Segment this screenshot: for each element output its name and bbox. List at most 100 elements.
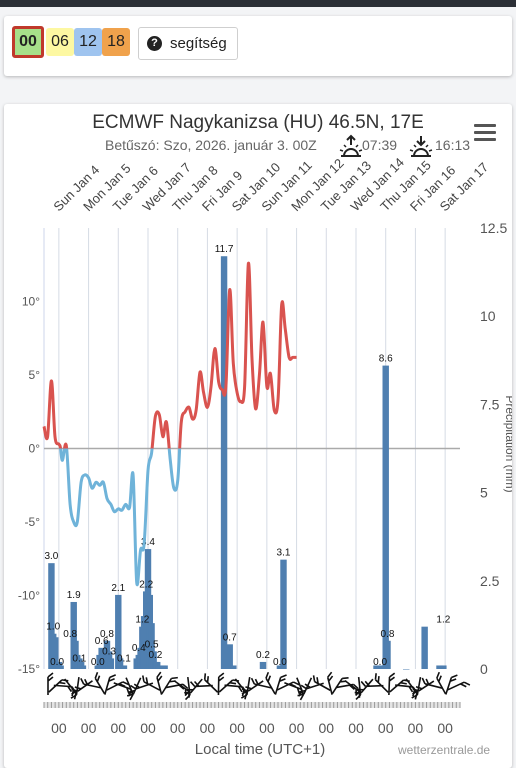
run-button-12[interactable]: 12 (74, 28, 102, 56)
x-tick-label: 00 (51, 720, 67, 736)
wind-barb-icon (104, 674, 116, 695)
precipitation-bar (373, 665, 380, 669)
wind-barb-icon (47, 672, 54, 695)
chart-title: ECMWF Nagykanizsa (HU) 46.5N, 17E (92, 112, 424, 133)
temperature-line-below-zero (59, 448, 182, 587)
precipitation-bar (79, 665, 87, 669)
hamburger-menu-icon[interactable] (474, 124, 496, 142)
precipitation-value-label: 0.1 (72, 653, 86, 664)
precipitation-bar (52, 637, 59, 669)
question-circle-icon: ? (147, 36, 162, 51)
y-right-tick-label: 5 (480, 485, 488, 501)
y-right-tick-label: 10 (480, 308, 496, 324)
precipitation-value-label: 0.0 (373, 657, 387, 668)
precipitation-value-label: 0.0 (273, 657, 287, 668)
y-right-tick-label: 7.5 (480, 396, 500, 412)
precipitation-value-label: 2.1 (111, 583, 125, 594)
top-strip (0, 0, 516, 7)
wind-barb-icon (217, 672, 225, 696)
precipitation-value-label: 0.3 (102, 646, 116, 657)
precipitation-bar (230, 665, 237, 669)
precipitation-bar (107, 658, 115, 669)
precipitation-value-label: 0.0 (50, 657, 64, 668)
y-right-tick-label: 12.5 (480, 220, 507, 236)
precipitation-bar (116, 658, 124, 669)
wind-barb-icon (360, 680, 384, 688)
precipitation-bar (421, 626, 428, 669)
wind-barb-icon (388, 672, 396, 696)
wind-barb-icon (447, 681, 471, 691)
run-button-18[interactable]: 18 (102, 28, 130, 56)
precipitation-value-label: 0.5 (145, 639, 159, 650)
temperature-line-above-zero (42, 261, 297, 449)
wind-barb-icon (94, 672, 106, 695)
precipitation-bar (98, 647, 105, 669)
wind-barb-icon (156, 671, 163, 695)
wind-barb-icon (411, 676, 422, 699)
precipitation-bar (382, 365, 389, 669)
precipitation-bar (403, 669, 410, 670)
x-axis-label: Local time (UTC+1) (194, 741, 326, 758)
x-tick-label: 00 (289, 720, 305, 736)
x-tick-label: 00 (229, 720, 245, 736)
precipitation-value-label: 1.0 (46, 622, 60, 633)
y-left-tick-label: 5° (29, 368, 41, 382)
wind-barb-icon (436, 671, 447, 695)
x-tick-label: 00 (259, 720, 275, 736)
precipitation-value-label: 0.6 (95, 636, 109, 647)
y-left-tick-label: 0° (29, 442, 41, 456)
wind-barb-icon (326, 671, 334, 695)
precipitation-value-label: 0.8 (100, 629, 114, 640)
wind-barb-icon (71, 680, 93, 692)
credit-text: wetterzentrale.de (398, 743, 491, 757)
y-left-tick-label: -5° (25, 515, 41, 529)
wind-barb-icon (421, 677, 443, 689)
wind-barb-icon (374, 673, 389, 693)
y-right-tick-label: 0 (480, 661, 488, 677)
x-tick-label: 00 (437, 720, 453, 736)
precipitation-value-label: 0.2 (148, 650, 162, 661)
precipitation-value-label: 0.8 (381, 629, 395, 640)
y-right-axis-title: Precipitation (mm) (503, 395, 512, 492)
precipitation-bar (148, 623, 155, 669)
sunset-icon (409, 136, 433, 157)
run-button-00[interactable]: 00 (12, 26, 44, 58)
wind-barb-icon (141, 675, 161, 691)
x-tick-label: 00 (170, 720, 186, 736)
precipitation-bar (384, 640, 391, 669)
wind-barb-icon (312, 675, 331, 692)
precipitation-value-label: 0.1 (117, 653, 131, 664)
help-button[interactable]: ? segítség (138, 27, 238, 60)
precipitation-value-label: 3.1 (277, 548, 291, 559)
wind-barb-icon (241, 680, 264, 692)
run-selector-toolbar: 00 06 12 18 ? segítség (4, 16, 512, 76)
precipitation-bar (57, 665, 64, 669)
run-button-06[interactable]: 06 (46, 28, 74, 56)
precipitation-value-label: 0.0 (91, 657, 105, 668)
precipitation-bar (440, 665, 447, 669)
precipitation-value-label: 3.0 (44, 551, 58, 562)
sunrise-time: 07:39 (362, 137, 398, 153)
precipitation-value-label: 0.2 (256, 650, 270, 661)
wind-barb-icon (130, 682, 154, 690)
precipitation-bar (48, 563, 55, 669)
precipitation-bar (226, 644, 233, 669)
x-tick-label: 00 (318, 720, 334, 736)
x-tick-label: 00 (348, 720, 364, 736)
precipitation-value-label: 8.6 (379, 354, 393, 365)
x-tick-label: 00 (110, 720, 126, 736)
x-tick-label: 00 (140, 720, 156, 736)
precipitation-value-label: 0.4 (132, 643, 146, 654)
y-left-tick-label: -15° (18, 662, 40, 676)
x-tick-label: 00 (408, 720, 424, 736)
wind-barb-icon (203, 673, 219, 693)
x-tick-label: 00 (378, 720, 394, 736)
wind-barb-icon (250, 677, 273, 689)
sunrise-icon (339, 134, 363, 157)
precipitation-bar (280, 559, 287, 669)
precipitation-bar (120, 665, 128, 669)
precipitation-bar (150, 651, 157, 669)
precipitation-bar (161, 665, 168, 669)
sunset-time: 16:13 (435, 137, 471, 153)
